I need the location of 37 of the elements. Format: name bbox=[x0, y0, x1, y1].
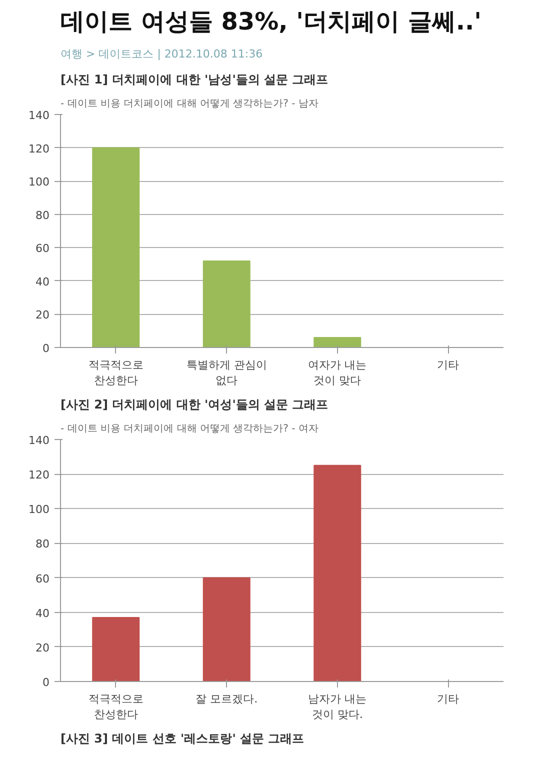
y-tick-label: 140 bbox=[28, 109, 50, 122]
y-tick-label: 120 bbox=[28, 468, 50, 482]
chart-subtitle: - 데이트 비용 더치페이에 대해 어떻게 생각하는가? - 여자 bbox=[60, 424, 318, 434]
text: [사진 3] 데이트 선호 '레스토랑' 설문 그래프 bbox=[60, 732, 304, 746]
y-tick-label: 80 bbox=[36, 208, 50, 222]
bar bbox=[202, 577, 250, 682]
bar bbox=[92, 147, 140, 348]
y-tick-label: 60 bbox=[36, 572, 50, 586]
chart-title: [사진 1] 더치페이에 대한 '남성'들의 설문 그래프 bbox=[60, 72, 328, 86]
y-tick-label: 0 bbox=[42, 342, 50, 355]
x-tick-label: 남자가 내는 것이 맞다. bbox=[308, 692, 367, 722]
y-tick-label: 40 bbox=[36, 275, 50, 288]
chart-title: [사진 2] 더치페이에 대한 '여성'들의 설문 그래프 bbox=[60, 398, 328, 412]
x-tick-label: 여자가 내는 것이 맞다 bbox=[308, 358, 367, 388]
x-tick-label: 적극적으로 찬성한다 bbox=[88, 692, 144, 722]
chart-subtitle: - 데이트 비용 더치페이에 대해 어떻게 생각하는가? - 남자 bbox=[60, 98, 318, 110]
y-tick-label: 80 bbox=[36, 538, 50, 551]
x-tick-label: 잘 모르겠다. bbox=[196, 692, 258, 706]
y-tick-label: 120 bbox=[28, 142, 50, 156]
y-tick-label: 20 bbox=[36, 308, 50, 322]
y-tick-label: 100 bbox=[28, 503, 50, 516]
text: 여행 > 데이트코스 | 2012.10.08 11:36 bbox=[60, 48, 263, 60]
text: 데이트 여성들 83%, '더치페이 글쎄..' bbox=[60, 8, 482, 36]
y-tick-label: 0 bbox=[42, 676, 50, 689]
x-tick-label: 기타 bbox=[437, 358, 460, 372]
bar bbox=[314, 464, 362, 682]
y-tick-label: 60 bbox=[36, 242, 50, 256]
y-tick-label: 140 bbox=[28, 434, 50, 447]
bar bbox=[92, 617, 140, 682]
y-tick-label: 100 bbox=[28, 176, 50, 189]
y-tick-label: 40 bbox=[36, 606, 50, 620]
x-tick-label: 적극적으로 찬성한다 bbox=[88, 358, 144, 388]
x-tick-label: 기타 bbox=[437, 692, 460, 706]
bar bbox=[314, 337, 362, 348]
x-tick-label: 특별하게 관심이 없다 bbox=[186, 358, 267, 388]
bar bbox=[202, 260, 250, 348]
y-tick-label: 20 bbox=[36, 641, 50, 654]
